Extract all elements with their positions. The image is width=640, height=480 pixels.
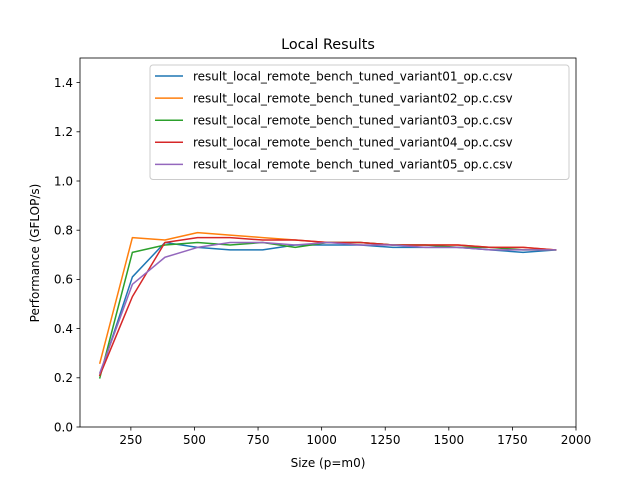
y-tick-label: 0.4 <box>54 322 73 336</box>
x-tick-label: 750 <box>247 433 270 447</box>
plot-area <box>98 231 557 379</box>
x-tick-label: 1750 <box>497 433 528 447</box>
axes: 250 500 750 1000 1250 1500 1750 2000 0.0 0.2 0.4 0.… <box>54 57 592 447</box>
chart-title: Local Results <box>281 37 375 53</box>
x-tick-label: 500 <box>183 433 206 447</box>
x-tick-label: 1000 <box>306 433 337 447</box>
y-axis-label: Performance (GFLOP/s) <box>28 184 42 323</box>
x-tick-label: 1500 <box>434 433 465 447</box>
series-line-5 <box>98 241 557 374</box>
legend-label-5: result_local_remote_bench_tuned_variant0… <box>193 158 513 172</box>
y-tick-label: 0.2 <box>54 371 73 385</box>
legend-label-2: result_local_remote_bench_tuned_variant0… <box>193 91 513 105</box>
y-tick-label: 1.4 <box>54 76 73 90</box>
y-tick-label: 1.0 <box>54 174 73 188</box>
y-tick-label: 0.6 <box>54 273 73 287</box>
legend-label-4: result_local_remote_bench_tuned_variant0… <box>193 136 513 150</box>
x-axis-label: Size (p=m0) <box>291 456 366 470</box>
legend-label-3: result_local_remote_bench_tuned_variant0… <box>193 114 513 128</box>
x-tick-label: 250 <box>119 433 142 447</box>
legend: result_local_remote_bench_tuned_variant0… <box>149 64 570 180</box>
x-tick-label: 1250 <box>370 433 401 447</box>
x-tick-label: 2000 <box>561 433 592 447</box>
legend-box <box>149 64 570 180</box>
legend-label-1: result_local_remote_bench_tuned_variant0… <box>193 69 513 83</box>
axes-frame <box>79 57 577 428</box>
y-tick-label: 0.0 <box>54 420 73 434</box>
y-tick-label: 0.8 <box>54 224 73 238</box>
y-tick-label: 1.2 <box>54 125 73 139</box>
